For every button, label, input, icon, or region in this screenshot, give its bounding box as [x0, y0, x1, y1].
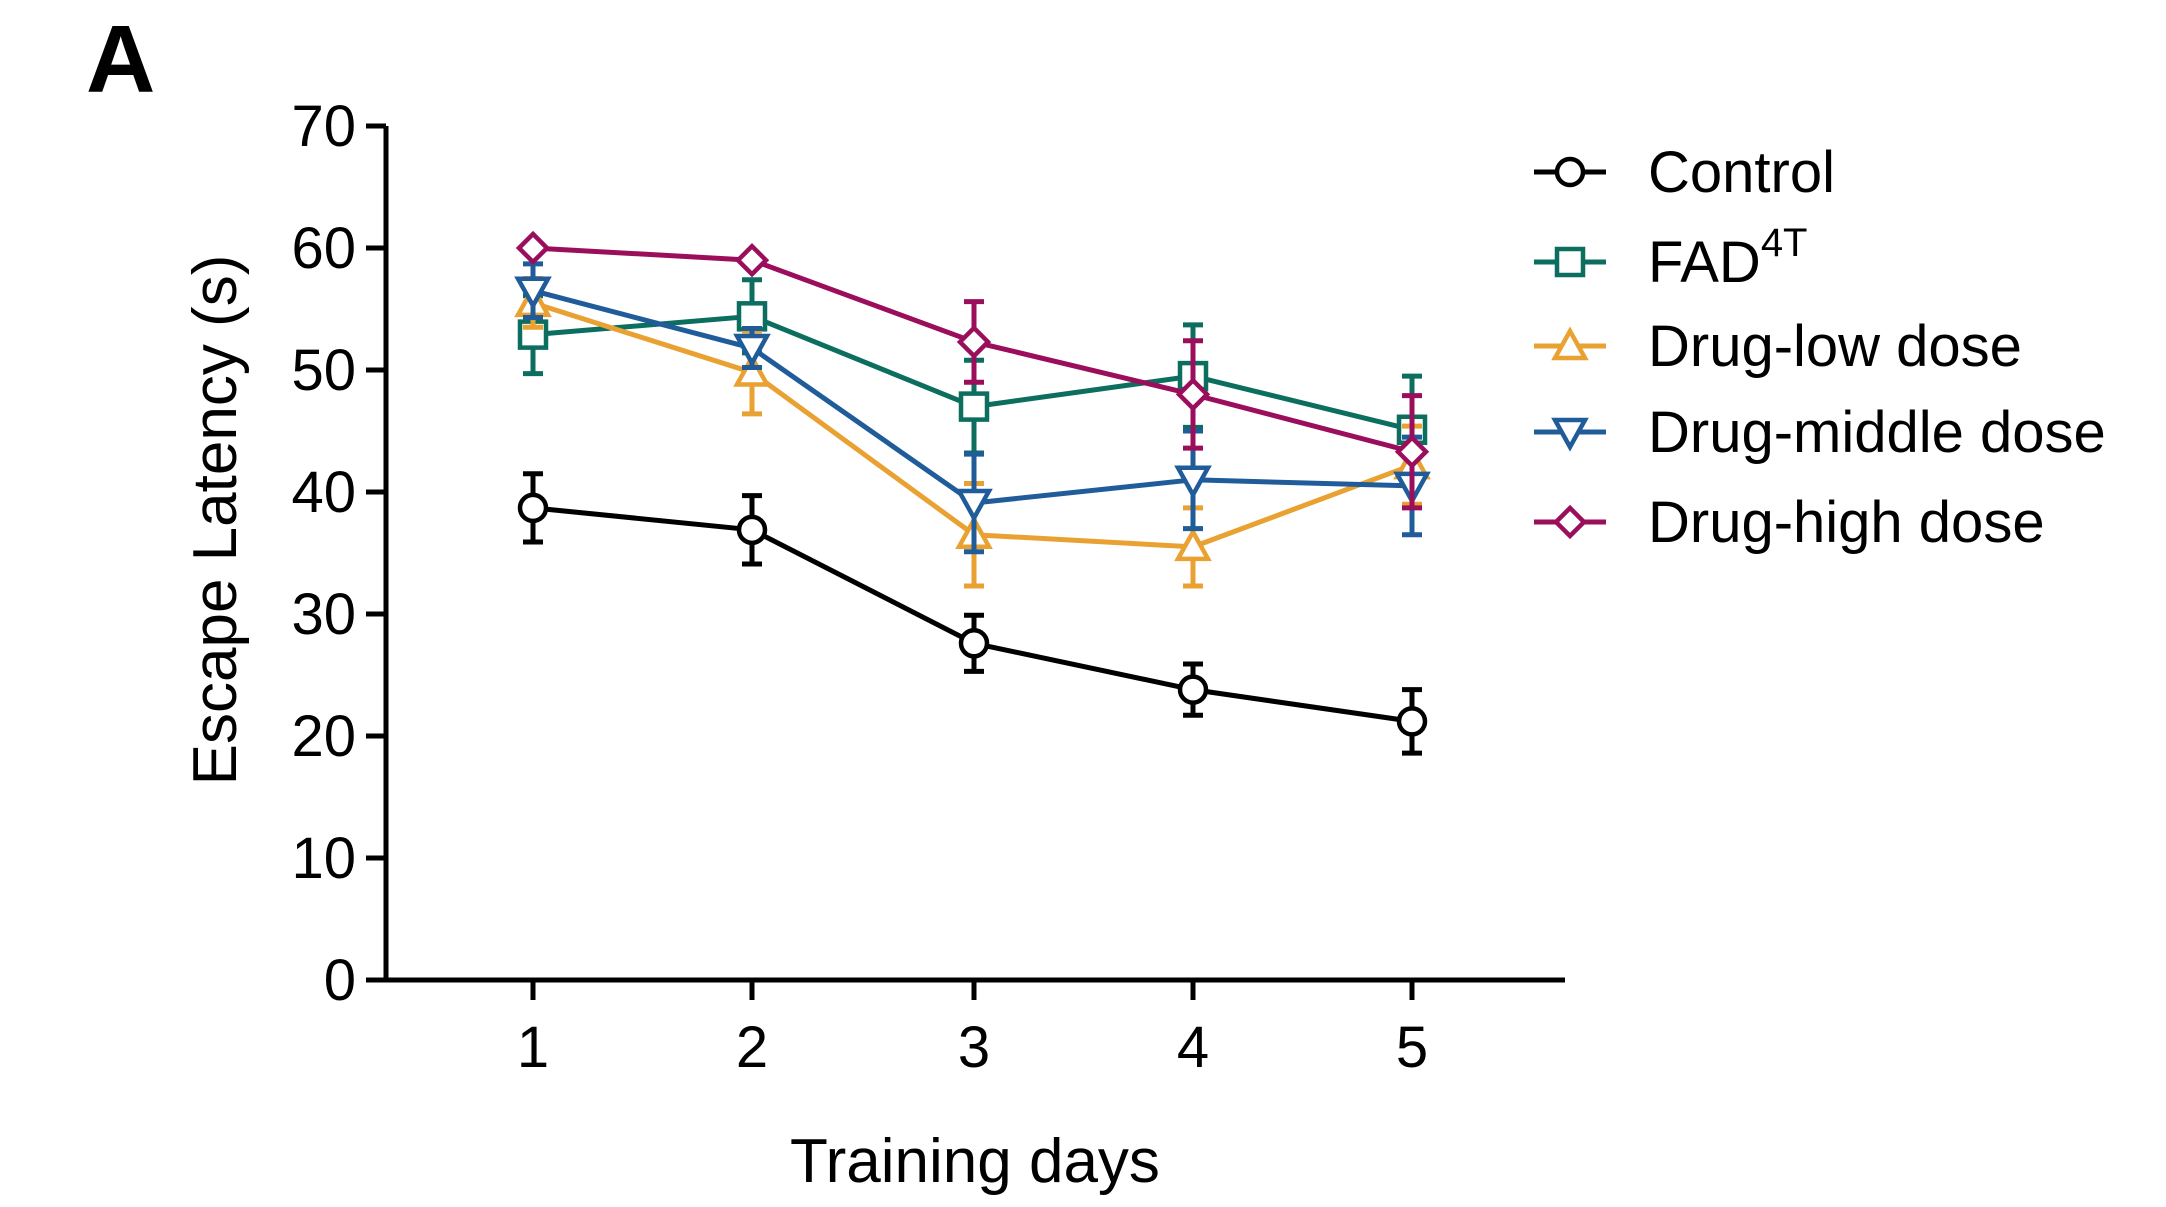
data-point	[956, 324, 992, 360]
series-layer	[514, 230, 1431, 756]
data-point	[736, 301, 768, 332]
legend-label-superscript: 4T	[1761, 221, 1808, 265]
legend-swatch-marker	[1551, 326, 1589, 361]
data-point	[733, 352, 771, 387]
data-point	[733, 333, 771, 368]
legend-label: Drug-low dose	[1648, 314, 2022, 379]
x-axis-title: Training days	[790, 1127, 1160, 1196]
data-point	[1174, 527, 1212, 562]
axes: 0 10 20 30 40 50 60 70 1 2 3 4 5	[291, 94, 1565, 1080]
y-tick-label: 60	[291, 216, 356, 281]
legend: Control FAD4T Drug-low dose Drug-middle dos…	[1534, 140, 2106, 555]
y-tick-label: 40	[291, 460, 356, 525]
data-point	[736, 514, 768, 546]
y-tick-label: 20	[291, 704, 356, 769]
legend-item: FAD4T	[1534, 221, 1808, 295]
data-point	[958, 391, 990, 422]
legend-swatch-marker	[1554, 246, 1586, 278]
y-tick-label: 50	[291, 338, 356, 403]
data-point	[955, 488, 993, 523]
x-tick-label: 1	[517, 1015, 549, 1080]
y-tick-label: 30	[291, 582, 356, 647]
legend-label: Drug-middle dose	[1648, 400, 2106, 465]
data-point	[1175, 377, 1211, 412]
series-control	[517, 471, 1428, 756]
legend-item: Control	[1534, 140, 1835, 205]
data-point	[517, 492, 549, 524]
y-tick-label: 70	[291, 94, 356, 159]
data-point	[1177, 674, 1209, 705]
data-point	[1396, 706, 1428, 737]
legend-label: Drug-high dose	[1648, 490, 2045, 555]
x-tick-label: 5	[1396, 1015, 1428, 1080]
x-tick-label: 3	[958, 1015, 990, 1080]
data-point	[514, 276, 552, 311]
y-axis-title: Escape Latency (s)	[181, 255, 250, 786]
legend-swatch-marker	[1552, 504, 1588, 540]
data-point	[1174, 465, 1212, 500]
y-tick-label: 10	[291, 826, 356, 891]
legend-swatch-marker	[1551, 417, 1589, 452]
x-tick-label: 2	[736, 1015, 768, 1080]
panel-label: A	[86, 6, 155, 113]
data-point	[1394, 434, 1430, 469]
x-tick-label: 4	[1177, 1015, 1209, 1080]
data-point	[958, 628, 990, 659]
legend-item: Drug-low dose	[1534, 314, 2022, 379]
legend-label: FAD4T	[1648, 221, 1808, 295]
series-drug-high-dose	[515, 230, 1430, 511]
legend-item: Drug-middle dose	[1534, 400, 2106, 465]
data-point	[734, 243, 770, 278]
data-point	[515, 230, 551, 266]
legend-swatch-marker	[1554, 156, 1586, 188]
y-tick-label: 0	[324, 948, 356, 1013]
legend-item: Drug-high dose	[1534, 490, 2045, 555]
legend-label: Control	[1648, 140, 1835, 205]
